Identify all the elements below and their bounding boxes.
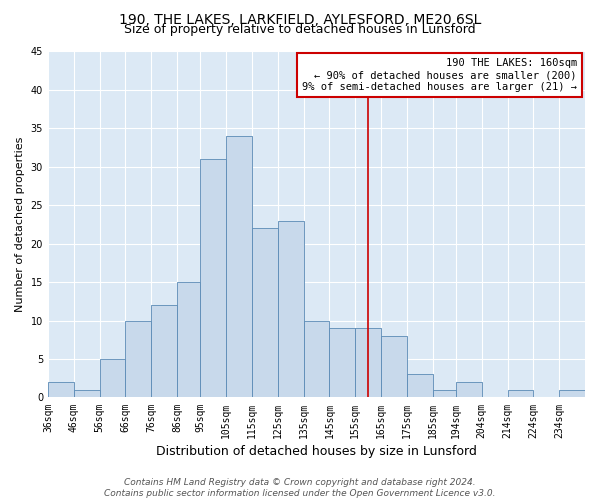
Bar [100, 359, 125, 398]
Bar [125, 320, 151, 398]
Bar [433, 390, 456, 398]
Bar [381, 336, 407, 398]
Bar [177, 282, 200, 398]
Bar [407, 374, 433, 398]
Text: Size of property relative to detached houses in Lunsford: Size of property relative to detached ho… [124, 22, 476, 36]
Bar [48, 382, 74, 398]
Bar [329, 328, 355, 398]
Bar [252, 228, 278, 398]
Bar [304, 320, 329, 398]
Bar [74, 390, 100, 398]
Text: 190 THE LAKES: 160sqm
← 90% of detached houses are smaller (200)
9% of semi-deta: 190 THE LAKES: 160sqm ← 90% of detached … [302, 58, 577, 92]
Bar [278, 220, 304, 398]
Bar [226, 136, 252, 398]
Bar [559, 390, 585, 398]
Bar [508, 390, 533, 398]
Bar [151, 305, 177, 398]
Text: 190, THE LAKES, LARKFIELD, AYLESFORD, ME20 6SL: 190, THE LAKES, LARKFIELD, AYLESFORD, ME… [119, 12, 481, 26]
Bar [355, 328, 381, 398]
Bar [200, 159, 226, 398]
X-axis label: Distribution of detached houses by size in Lunsford: Distribution of detached houses by size … [156, 444, 477, 458]
Text: Contains HM Land Registry data © Crown copyright and database right 2024.
Contai: Contains HM Land Registry data © Crown c… [104, 478, 496, 498]
Y-axis label: Number of detached properties: Number of detached properties [15, 137, 25, 312]
Bar [456, 382, 482, 398]
